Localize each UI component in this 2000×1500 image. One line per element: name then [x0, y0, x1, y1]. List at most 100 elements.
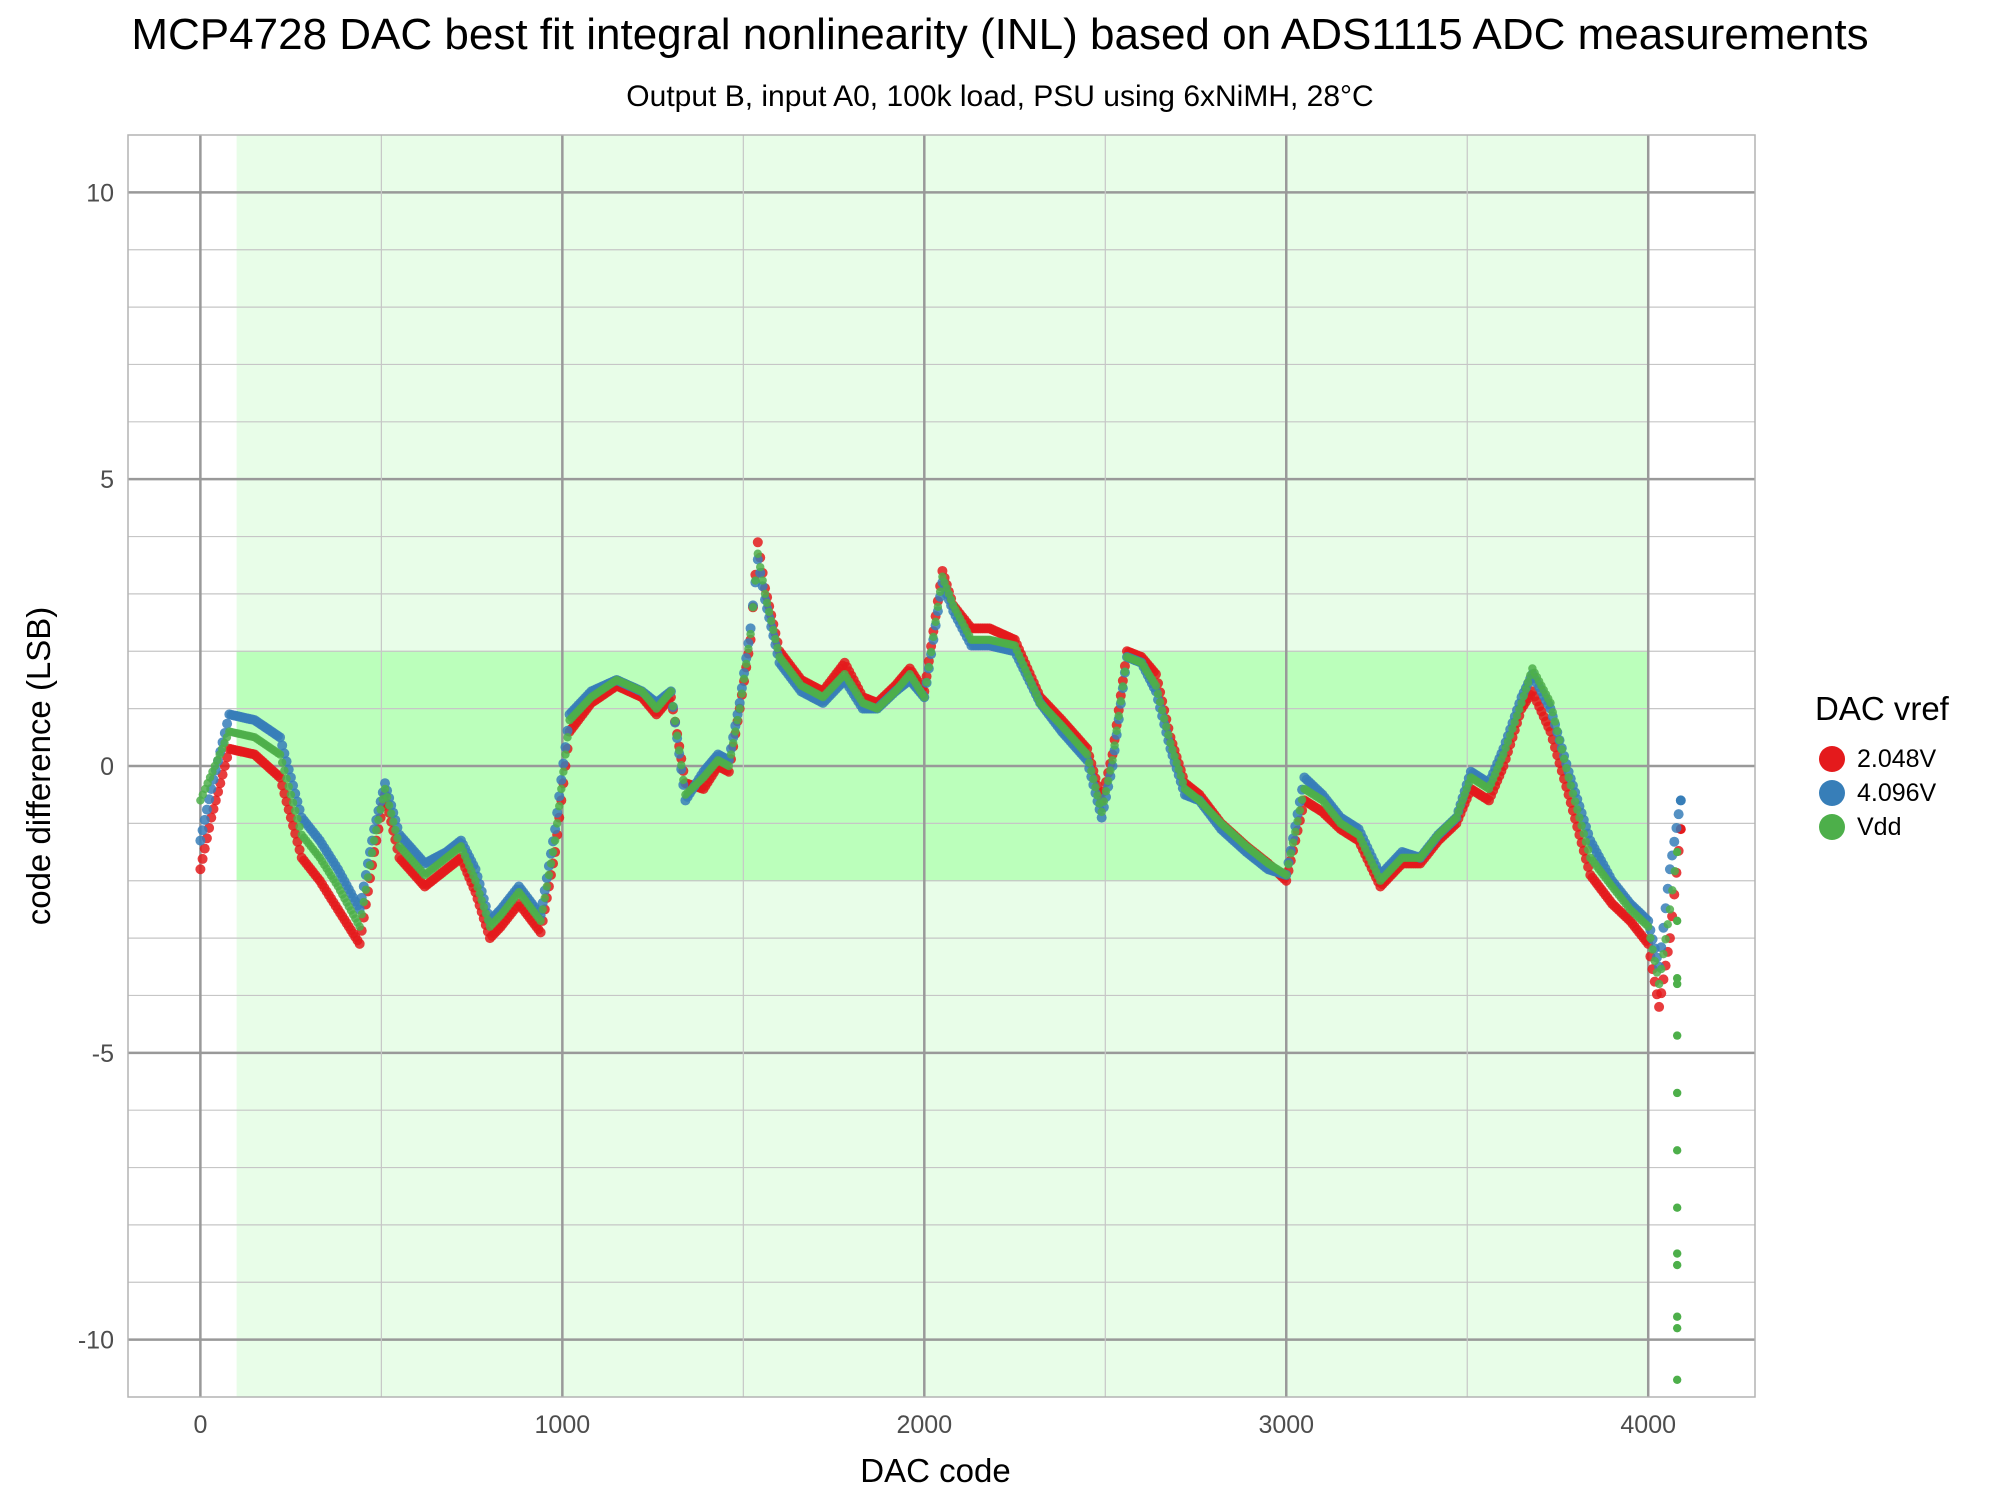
- data-point: [294, 844, 305, 855]
- y-tick-label: 0: [100, 753, 114, 781]
- legend-label: Vdd: [1857, 812, 1902, 841]
- data-point: [746, 629, 755, 639]
- data-point: [288, 820, 299, 831]
- data-point: [1672, 1323, 1682, 1333]
- data-point: [277, 780, 288, 791]
- y-tick-label: -10: [78, 1327, 114, 1355]
- data-point: [376, 805, 385, 814]
- data-point: [1085, 758, 1094, 767]
- data-point: [1665, 905, 1675, 914]
- data-point: [724, 761, 734, 771]
- data-point: [195, 835, 206, 846]
- data-point: [1562, 763, 1571, 773]
- data-point: [475, 889, 484, 899]
- data-point: [542, 882, 552, 891]
- data-point: [931, 617, 940, 627]
- data-point: [677, 760, 686, 770]
- data-point: [277, 758, 287, 767]
- data-point: [1672, 1260, 1682, 1270]
- data-point: [1162, 722, 1171, 731]
- data-point: [393, 833, 402, 843]
- data-point: [374, 815, 383, 825]
- data-point: [922, 677, 931, 687]
- data-point: [756, 562, 765, 572]
- data-point: [1672, 1249, 1682, 1258]
- data-point: [1517, 698, 1526, 708]
- data-point: [1116, 697, 1125, 706]
- data-point: [773, 643, 782, 653]
- data-point: [1286, 849, 1295, 858]
- data-point: [1559, 754, 1569, 764]
- legend-label: 4.096V: [1857, 778, 1937, 807]
- data-point: [275, 750, 285, 759]
- data-point: [550, 836, 560, 845]
- data-point: [1670, 866, 1679, 876]
- data-point: [357, 910, 366, 919]
- data-point: [1166, 738, 1175, 748]
- data-point: [481, 909, 491, 918]
- data-point: [679, 775, 688, 785]
- data-point: [1568, 789, 1578, 798]
- data-point: [1657, 964, 1666, 974]
- data-point: [546, 859, 556, 868]
- legend-title: DAC vref: [1815, 690, 1949, 727]
- data-point: [295, 822, 304, 832]
- data-point: [1573, 805, 1582, 814]
- data-point: [752, 537, 763, 548]
- data-point: [372, 826, 381, 835]
- x-axis-label: DAC code: [860, 1452, 1010, 1489]
- data-point: [1093, 791, 1102, 800]
- legend-item-4096v: 4.096V: [1815, 776, 1949, 810]
- data-point: [1164, 730, 1173, 740]
- data-point: [290, 828, 301, 839]
- data-point: [535, 927, 546, 938]
- data-point: [361, 885, 371, 894]
- legend-swatch: [1819, 780, 1845, 806]
- data-point: [1579, 829, 1588, 838]
- y-tick-label: 10: [86, 179, 114, 207]
- data-point: [1291, 827, 1300, 837]
- data-point: [1157, 706, 1167, 715]
- data-point: [924, 662, 934, 672]
- data-point: [1170, 751, 1179, 761]
- data-point: [1656, 988, 1667, 999]
- data-point: [758, 576, 767, 585]
- data-point: [1669, 836, 1680, 847]
- data-point: [365, 860, 375, 870]
- data-point: [275, 772, 286, 783]
- data-point: [1110, 741, 1119, 750]
- data-point: [1101, 787, 1111, 796]
- legend-item-2048v: 2.048V: [1815, 742, 1949, 776]
- data-point: [556, 774, 567, 785]
- data-point: [1553, 726, 1562, 736]
- data-point: [197, 853, 208, 864]
- data-point: [1575, 813, 1584, 822]
- data-point: [1672, 1088, 1682, 1098]
- data-point: [1172, 758, 1181, 767]
- x-tick-label: 4000: [1620, 1411, 1676, 1439]
- data-point: [199, 843, 210, 854]
- data-point: [1659, 949, 1668, 959]
- data-point: [391, 825, 400, 835]
- data-point: [204, 794, 215, 805]
- data-point: [538, 905, 547, 914]
- data-point: [726, 750, 736, 759]
- x-tick-label: 3000: [1258, 1411, 1314, 1439]
- data-point: [1091, 783, 1100, 792]
- data-point: [1168, 745, 1177, 754]
- data-point: [1546, 698, 1555, 708]
- data-point: [562, 725, 573, 736]
- data-point: [369, 836, 379, 845]
- data-point: [386, 809, 396, 818]
- data-point: [195, 864, 206, 875]
- data-point: [764, 607, 774, 617]
- data-point: [1555, 735, 1564, 745]
- data-point: [1151, 681, 1161, 690]
- data-point: [1503, 737, 1513, 746]
- data-point: [1583, 845, 1593, 854]
- data-point: [751, 576, 760, 585]
- legend-item-vdd: Vdd: [1815, 810, 1949, 844]
- data-point: [1672, 1312, 1682, 1321]
- data-point: [744, 644, 753, 654]
- data-point: [1557, 745, 1567, 754]
